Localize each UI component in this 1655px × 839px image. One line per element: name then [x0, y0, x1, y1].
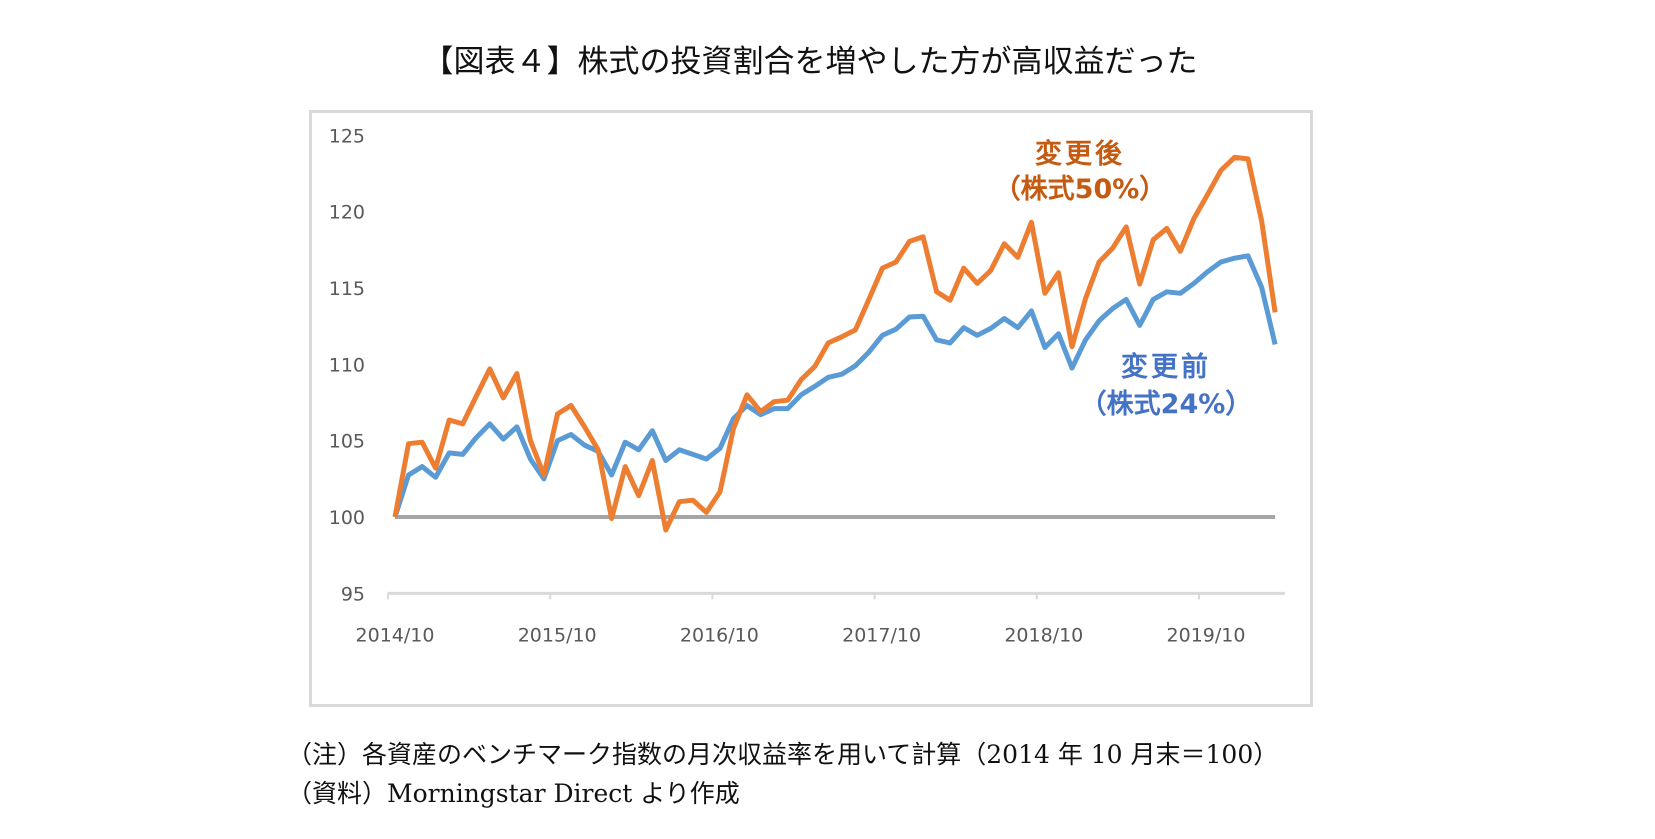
plot-lines	[392, 154, 1278, 533]
y-axis: 95 100 105 110 115 120 125	[329, 125, 365, 605]
source-text: （資料）Morningstar Direct より作成	[287, 779, 740, 808]
series-label-before: 変更前	[1121, 351, 1211, 383]
y-tick-label: 105	[329, 431, 365, 453]
y-tick-label: 95	[341, 583, 365, 605]
y-tick-label: 110	[329, 354, 365, 376]
x-tick-label: 2016/10	[680, 624, 759, 646]
series-line-after	[392, 154, 1278, 533]
x-tick-label: 2018/10	[1004, 624, 1083, 646]
note-text: （注）各資産のベンチマーク指数の月次収益率を用いて計算（2014 年 10 月末…	[287, 740, 1279, 769]
y-tick-label: 120	[329, 202, 365, 224]
series-label-after-sub: （株式50%）	[994, 174, 1167, 205]
x-tick-label: 2014/10	[356, 624, 435, 646]
x-tick-label: 2015/10	[518, 624, 597, 646]
series-label-before-sub: （株式24%）	[1080, 389, 1253, 420]
chart-frame	[309, 110, 1313, 707]
x-tick-label: 2017/10	[842, 624, 921, 646]
chart-title: 【図表４】株式の投資割合を増やした方が高収益だった	[422, 44, 1198, 80]
y-tick-label: 125	[329, 125, 365, 147]
series-label-after: 変更後	[1035, 138, 1125, 170]
x-axis: 2014/10 2015/10 2016/10 2017/10 2018/10 2019/…	[356, 591, 1285, 646]
y-tick-label: 100	[329, 507, 365, 529]
y-tick-label: 115	[329, 278, 365, 300]
series-line-before	[392, 253, 1278, 518]
x-tick-label: 2019/10	[1167, 624, 1246, 646]
